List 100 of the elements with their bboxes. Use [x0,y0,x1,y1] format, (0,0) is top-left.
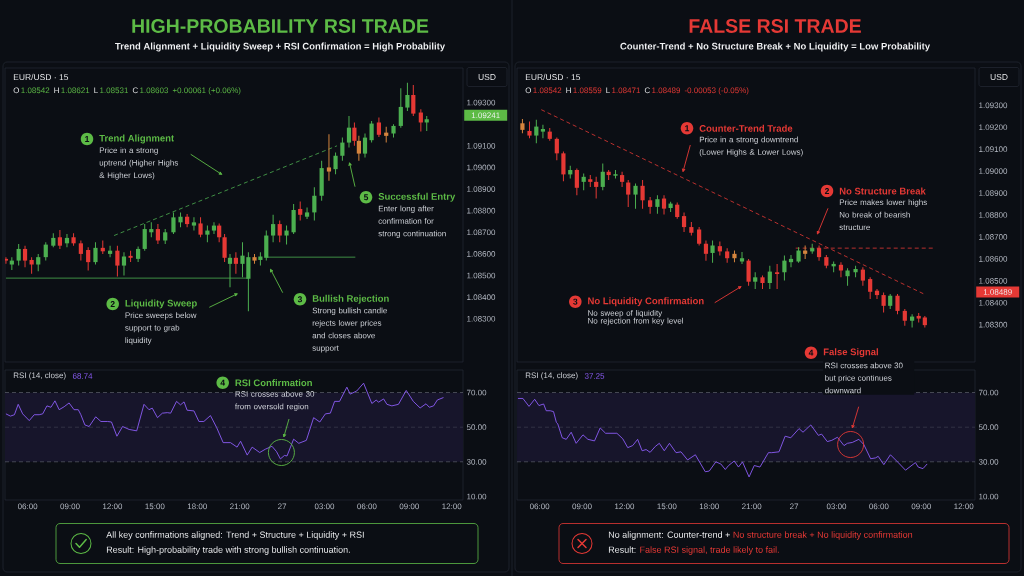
annotation: Liquidity Sweep [125,299,197,309]
annotation: 1.08542 [21,87,50,94]
annotation: Counter-Trend Trade [699,124,793,132]
annotation: No rejection from key level [588,317,683,326]
x-tick-label: 06:00 [869,503,889,510]
text: USD [990,73,1008,80]
annotation: 2 [824,188,830,194]
y-tick-label: 1.08300 [467,315,496,322]
annotation: EUR/USD · 15 [525,73,581,81]
y-tick-label: 1.08900 [979,190,1008,196]
annotation: False Signal [823,348,878,358]
y-tick-label: 1.08700 [467,229,496,236]
annotation: +0.00061 (+0.06%) [172,87,241,95]
x-tick-label: 03:00 [826,503,847,510]
y-tick-label: 30.00 [978,459,999,465]
chart-subtitle: Trend Alignment + Liquidity Sweep + RSI Confirmation = High Probability [115,42,446,52]
annotation: 4 [220,379,226,386]
annotation: 68.74 [72,373,93,379]
annotation: Price makes lower highs No break of bearish structure [839,199,927,231]
annotation: No Structure Break [839,187,926,195]
annotation: O [13,87,20,94]
y-tick-label: 1.08500 [979,277,1008,284]
annotation: EUR/USD · 15 [13,73,69,81]
annotation: 1.08489 [652,87,681,94]
y-tick-label: 50.00 [466,424,487,431]
annotation: 3 [573,298,578,305]
x-tick-label: 09:00 [60,503,80,510]
x-tick-label: 27 [278,503,287,510]
y-tick-label: 10.00 [979,493,999,500]
x-tick-label: 27 [790,503,799,510]
y-tick-label: 1.09200 [979,124,1008,131]
y-tick-label: 30.00 [466,459,487,465]
x-tick-label: 15:00 [657,503,677,510]
annotation: C [644,87,650,94]
annotation: Bullish Rejection [312,294,389,304]
y-tick-label: 50.00 [978,424,999,431]
annotation: Strong bullish candle rejects lower prices and closes above support [312,307,387,353]
annotation: 5 [363,194,369,201]
annotation: Price in a strong downtrend (Lower Highs & Lower Lows) [699,136,803,157]
text: No alignment: Counter-trend + [608,531,730,540]
annotation: RSI (14, close) [525,372,578,380]
annotation: O [525,87,532,94]
y-tick-label: 1.08900 [467,186,496,192]
annotation: H [54,87,59,94]
annotation: L [94,87,98,94]
x-tick-label: 21:00 [742,503,762,510]
annotation: 1 [685,125,690,132]
text: 1.09241 [471,112,500,119]
chart-title: FALSE RSI TRADE [689,19,861,33]
y-tick-label: 70.00 [978,389,999,396]
annotation: 1 [85,136,90,142]
annotation: RSI (14, close) [13,372,66,380]
annotation: No Liquidity Confirmation [588,297,704,307]
y-tick-label: 70.00 [466,389,487,396]
chart-subtitle: Counter-Trend + No Structure Break + No Liquidity = Low Probability [620,42,931,52]
x-tick-label: 06:00 [17,503,38,510]
y-tick-label: 10.00 [467,493,487,500]
annotation: L [606,87,610,94]
y-tick-label: 1.08400 [467,294,496,300]
x-tick-label: 03:00 [314,503,335,510]
annotation: -0.00053 (-0.05%) [684,87,749,95]
text: False RSI signal, trade likely to fail. [640,546,779,555]
y-tick-label: 1.08700 [979,234,1008,240]
text: All key confirmations aligned: Trend + Structure + Liquidity + RSI [106,531,364,540]
y-tick-label: 1.08500 [467,272,496,279]
x-tick-label: 12:00 [442,503,462,510]
y-tick-label: 1.08600 [979,256,1008,262]
y-tick-label: 1.09100 [467,142,496,149]
annotation: Enter long after confirmation for strong continuation [378,205,446,238]
annotation: RSI crosses above 30 from oversold region [235,390,315,411]
annotation: 2 [110,301,115,307]
annotation: 37.25 [584,373,605,379]
x-tick-label: 12:00 [954,503,974,510]
x-tick-label: 18:00 [187,503,207,510]
annotation: RSI crosses above 30 but price continues downward [825,362,903,394]
y-tick-label: 1.08400 [979,299,1008,306]
annotation: Price sweeps below support to grab liquidity [125,312,197,345]
annotation: 1.08603 [140,87,169,94]
y-tick-label: 1.09300 [979,102,1008,109]
x-tick-label: 09:00 [399,503,419,510]
y-tick-label: 1.08300 [979,321,1008,328]
x-tick-label: 12:00 [615,503,635,510]
text: USD [478,73,496,80]
y-tick-label: 1.08800 [979,212,1008,218]
x-tick-label: 06:00 [357,503,377,510]
annotation: Price in a strong uptrend (Higher Highs & Higher Lows) [99,147,179,180]
x-tick-label: 09:00 [911,503,931,510]
x-tick-label: 09:00 [572,503,592,510]
annotation: H [566,87,571,94]
y-tick-label: 1.09000 [979,168,1008,174]
text: Result: High-probability trade with strong bullish continuation. [106,546,350,555]
text: Result: [608,546,636,553]
chart-title: HIGH-PROBABILITY RSI TRADE [132,19,429,33]
y-tick-label: 1.08800 [467,207,496,214]
annotation: 1.08559 [573,87,602,94]
x-tick-label: 12:00 [103,503,123,510]
y-tick-label: 1.08600 [467,251,496,257]
annotation: 1.08621 [61,87,90,94]
annotation: Successful Entry [378,192,456,202]
text: No structure break + No liquidity confirmation [733,531,913,540]
